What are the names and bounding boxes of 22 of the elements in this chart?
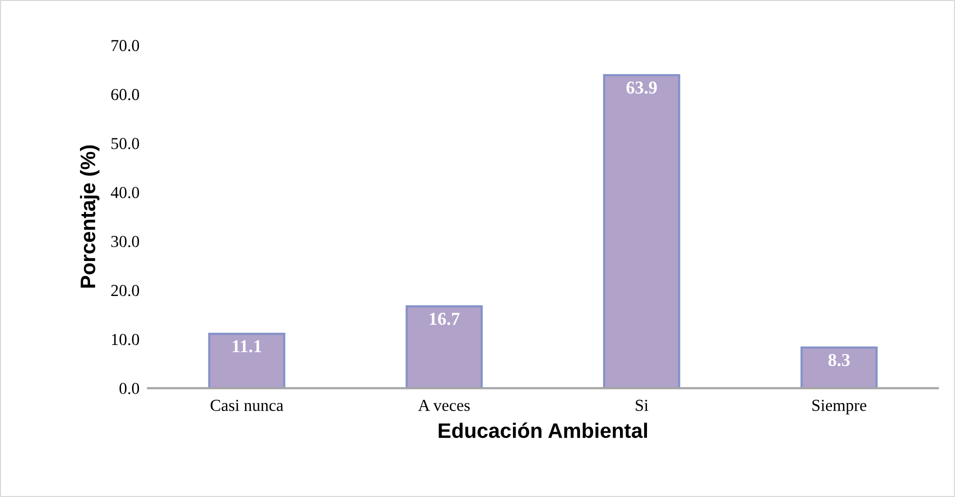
data-label: 16.7: [430, 312, 460, 326]
y-axis-title: Porcentaje (%): [80, 145, 100, 288]
data-label: 8.3: [828, 354, 850, 366]
data-label: 11.1: [232, 340, 262, 352]
bar: [406, 305, 483, 388]
x-tick-label: A veces: [418, 400, 470, 411]
bar: [603, 74, 680, 388]
y-tick-label: 50.0: [111, 138, 140, 150]
y-tick-label: 30.0: [111, 236, 140, 248]
x-tick-label: Si: [636, 400, 648, 411]
bar: [800, 346, 878, 388]
y-tick-label: 0.0: [119, 382, 140, 394]
data-label: 63.9: [626, 82, 657, 94]
y-tick-label: 10.0: [112, 334, 140, 346]
y-tick-label: 20.0: [111, 284, 140, 296]
bar: [208, 332, 286, 388]
x-tick-label: Casi nunca: [210, 400, 284, 411]
x-axis-title: Educación Ambiental: [438, 422, 647, 438]
y-tick-label: 70.0: [112, 40, 140, 52]
y-tick-label: 40.0: [110, 186, 140, 198]
y-tick-label: 60.0: [111, 88, 140, 100]
x-tick-label: Siempre: [812, 400, 866, 414]
